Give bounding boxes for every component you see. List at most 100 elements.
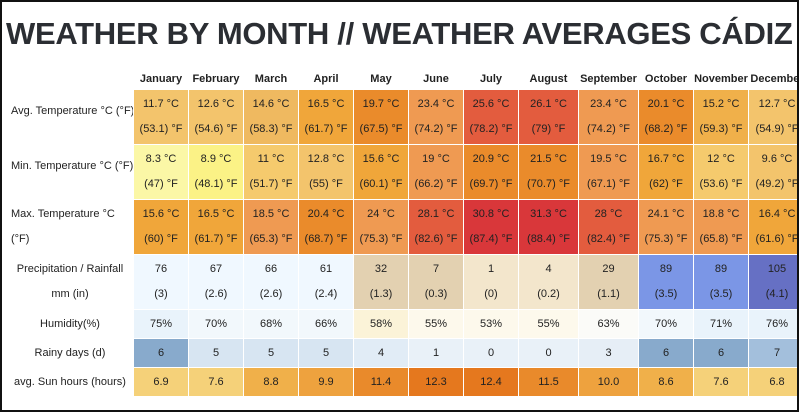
- cell-secondary-value: (70.7) °F: [527, 178, 570, 190]
- cell-secondary-value: (66.2) °F: [414, 178, 458, 190]
- data-cell: 8.8: [243, 367, 299, 397]
- month-header: February: [188, 68, 244, 90]
- cell-value: 15.6 °C: [142, 208, 180, 220]
- data-cell: 11 °C (51.7) °F: [243, 144, 299, 200]
- cell-secondary-value: (78.2) °F: [469, 123, 513, 135]
- cell-value: 25.6 °C: [472, 98, 510, 110]
- data-cell: 15.2 °C (59.3) °F: [693, 89, 749, 145]
- data-cell: 5: [298, 338, 354, 368]
- cell-value: 0: [487, 346, 495, 359]
- month-header: August: [518, 68, 579, 90]
- cell-value: 7: [432, 263, 440, 275]
- data-cell: 55%: [408, 309, 464, 339]
- cell-value: 66%: [314, 317, 338, 330]
- row-label-line: Max. Temperature °C: [11, 208, 115, 220]
- row-label-line: Humidity(%): [40, 317, 100, 330]
- data-cell: 1: [408, 338, 464, 368]
- data-cell: 20.9 °C (69.7) °F: [463, 144, 519, 200]
- cell-value: 19 °C: [422, 153, 450, 165]
- cell-value: 12.8 °C: [307, 153, 345, 165]
- cell-secondary-value: (60) °F: [144, 233, 178, 245]
- cell-value: 9.6 °C: [761, 153, 793, 165]
- data-cell: 76 (3): [133, 254, 189, 310]
- cell-value: 1: [487, 263, 495, 275]
- row-label-line: Avg. Temperature °C (°F): [11, 104, 134, 117]
- data-cell: 23.4 °C (74.2) °F: [408, 89, 464, 145]
- cell-value: 15.2 °C: [702, 98, 740, 110]
- cell-secondary-value: (61.6) °F: [755, 233, 799, 245]
- cell-value: 10.0: [597, 375, 620, 388]
- cell-secondary-value: (67.5) °F: [359, 123, 403, 135]
- cell-value: 11.7 °C: [143, 98, 179, 110]
- row-label: Precipitation / Rainfall mm (in): [6, 254, 134, 310]
- data-cell: 4 (0.2): [518, 254, 579, 310]
- cell-value: 12.7 °C: [758, 98, 796, 110]
- cell-value: 12 °C: [707, 153, 735, 165]
- row-label: Max. Temperature °C (°F): [6, 199, 134, 255]
- data-cell: 76%: [748, 309, 797, 339]
- data-cell: 7.6: [693, 367, 749, 397]
- data-cell: 105 (4.1): [748, 254, 797, 310]
- data-cell: 12.3: [408, 367, 464, 397]
- cell-value: 15.6 °C: [362, 153, 400, 165]
- data-cell: 29 (1.1): [578, 254, 639, 310]
- cell-secondary-value: (3): [154, 288, 168, 300]
- cell-value: 58%: [369, 317, 393, 330]
- data-cell: 89 (3.5): [693, 254, 749, 310]
- cell-value: 20.4 °C: [307, 208, 345, 220]
- row-label-line: Precipitation / Rainfall: [16, 263, 124, 275]
- month-header: September: [578, 68, 639, 90]
- cell-value: 8.8: [263, 375, 279, 388]
- cell-value: 3: [605, 346, 612, 359]
- cell-value: 6.8: [769, 375, 785, 388]
- cell-value: 16.5 °C: [197, 208, 235, 220]
- cell-value: 70%: [654, 317, 678, 330]
- cell-secondary-value: (82.6) °F: [414, 233, 458, 245]
- cell-value: 7.6: [713, 375, 729, 388]
- cell-secondary-value: (69.7) °F: [469, 178, 513, 190]
- data-cell: 70%: [188, 309, 244, 339]
- row-label: Humidity(%): [6, 309, 134, 339]
- data-cell: 63%: [578, 309, 639, 339]
- data-cell: 30.8 °C (87.4) °F: [463, 199, 519, 255]
- cell-value: 12.3: [425, 375, 447, 388]
- data-cell: 25.6 °C (78.2) °F: [463, 89, 519, 145]
- data-cell: 5: [188, 338, 244, 368]
- cell-value: 28 °C: [594, 208, 623, 220]
- data-cell: 67 (2.6): [188, 254, 244, 310]
- row-label-line: (°F): [11, 233, 30, 245]
- data-cell: 6: [133, 338, 189, 368]
- cell-secondary-value: (2.6): [204, 288, 228, 300]
- cell-value: 1: [432, 346, 440, 359]
- data-cell: 28 °C (82.4) °F: [578, 199, 639, 255]
- cell-secondary-value: (75.3) °F: [644, 233, 688, 245]
- cell-value: 11.4: [370, 375, 392, 388]
- cell-secondary-value: (68.7) °F: [304, 233, 348, 245]
- cell-value: 24.1 °C: [647, 208, 685, 220]
- cell-value: 11 °C: [257, 153, 285, 165]
- cell-value: 7.6: [208, 375, 224, 388]
- precipitation-row: Precipitation / Rainfall mm (in) 76 (3) 67 (2…: [6, 254, 797, 310]
- cell-secondary-value: (65.8) °F: [699, 233, 743, 245]
- cell-value: 89: [659, 263, 673, 275]
- cell-value: 66: [264, 263, 278, 275]
- cell-value: 0: [545, 346, 552, 359]
- month-header: October: [638, 68, 694, 90]
- data-cell: 19.7 °C (67.5) °F: [353, 89, 409, 145]
- cell-secondary-value: (3.5): [709, 288, 733, 300]
- data-cell: 6: [693, 338, 749, 368]
- data-cell: 12.8 °C (55) °F: [298, 144, 354, 200]
- month-header: December: [748, 68, 797, 90]
- cell-secondary-value: (74.2) °F: [414, 123, 458, 135]
- month-header: March: [243, 68, 299, 90]
- data-cell: 16.5 °C (61.7) °F: [188, 199, 244, 255]
- data-cell: 12.7 °C (54.9) °F: [748, 89, 797, 145]
- cell-value: 4: [377, 346, 385, 359]
- data-cell: 16.7 °C (62) °F: [638, 144, 694, 200]
- cell-value: 20.1 °C: [647, 98, 685, 110]
- cell-secondary-value: (75.3) °F: [359, 233, 403, 245]
- cell-value: 16.7 °C: [647, 153, 685, 165]
- cell-value: 7: [773, 346, 781, 359]
- cell-value: 18.8 °C: [702, 208, 740, 220]
- cell-value: 63%: [597, 317, 620, 330]
